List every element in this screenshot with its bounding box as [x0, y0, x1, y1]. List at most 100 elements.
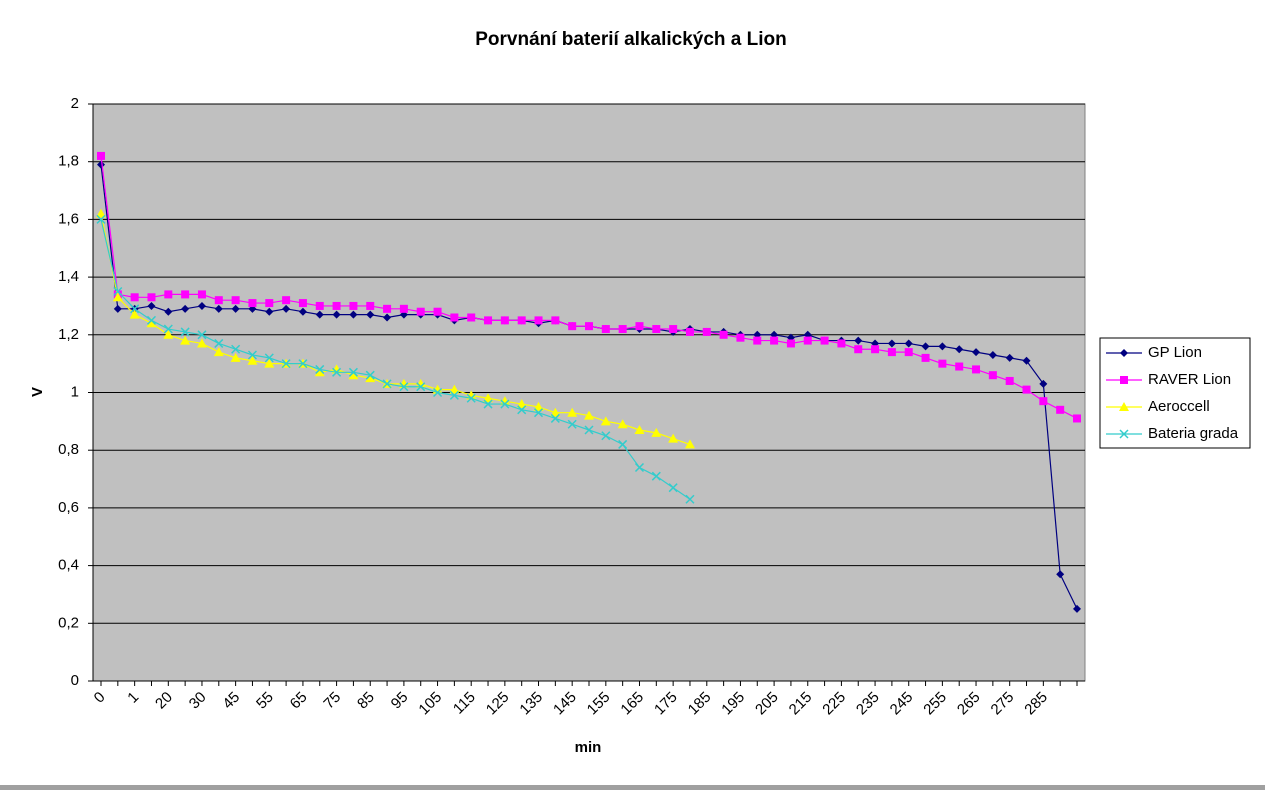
marker: [600, 416, 611, 426]
marker: [651, 427, 662, 437]
marker: [854, 336, 863, 345]
marker: [247, 355, 258, 365]
marker: [231, 344, 241, 354]
marker: [534, 316, 543, 325]
marker: [584, 410, 594, 420]
y-tick-label: 0,6: [58, 499, 79, 516]
marker: [382, 379, 392, 389]
marker: [197, 330, 207, 340]
marker: [197, 290, 206, 299]
y-tick-label: 1,2: [58, 326, 79, 343]
marker: [854, 345, 863, 354]
x-axis-label: min: [575, 739, 602, 756]
marker: [180, 327, 190, 337]
marker: [1005, 376, 1014, 385]
marker: [112, 292, 123, 302]
marker: [230, 352, 241, 362]
marker: [601, 431, 611, 441]
y-tick-label: 1,4: [58, 268, 79, 285]
marker: [214, 338, 224, 348]
marker: [668, 483, 678, 493]
marker: [786, 339, 795, 348]
marker: [383, 304, 392, 313]
marker: [685, 327, 694, 336]
marker: [349, 301, 358, 310]
marker: [499, 396, 510, 406]
marker: [584, 425, 594, 435]
marker: [887, 339, 896, 348]
bottom-bar: [0, 785, 1265, 790]
marker: [96, 208, 106, 218]
legend-label: RAVER Lion: [1148, 371, 1231, 388]
marker: [770, 336, 779, 345]
marker: [298, 359, 308, 369]
marker: [1039, 379, 1048, 388]
marker: [1120, 376, 1128, 384]
marker: [702, 327, 711, 336]
marker: [248, 299, 257, 308]
marker: [669, 325, 678, 334]
y-tick-label: 1: [71, 383, 79, 400]
marker: [399, 382, 409, 392]
marker: [904, 339, 913, 348]
marker: [972, 348, 981, 357]
marker: [1073, 414, 1081, 423]
marker: [332, 310, 341, 319]
marker: [635, 322, 644, 331]
marker: [97, 151, 105, 160]
marker: [416, 382, 426, 392]
marker: [736, 333, 745, 342]
marker: [146, 318, 157, 328]
marker: [113, 304, 122, 313]
marker: [533, 401, 544, 411]
marker: [483, 399, 493, 409]
marker: [332, 301, 341, 310]
marker: [96, 214, 106, 224]
marker: [533, 408, 544, 418]
y-tick-label: 0,2: [58, 614, 79, 631]
marker: [837, 339, 846, 348]
series-line: [100, 219, 691, 500]
marker: [164, 307, 173, 316]
marker: [1039, 397, 1048, 406]
marker: [1119, 402, 1129, 411]
marker: [282, 304, 291, 313]
marker: [516, 399, 527, 409]
marker: [550, 413, 560, 423]
marker: [450, 313, 459, 322]
marker: [213, 347, 224, 357]
marker: [1119, 429, 1129, 439]
marker: [668, 433, 679, 443]
marker: [247, 350, 257, 360]
marker: [331, 364, 342, 374]
marker: [314, 367, 325, 377]
y-tick-label: 2: [71, 95, 79, 112]
marker: [955, 345, 964, 354]
chart-title: Porvnání baterií alkalických a Lion: [475, 29, 787, 50]
marker: [1073, 604, 1081, 613]
marker: [567, 407, 578, 417]
marker: [988, 371, 997, 380]
marker: [685, 494, 695, 504]
marker: [500, 399, 510, 409]
marker: [904, 348, 913, 357]
y-tick-label: 0,8: [58, 441, 79, 458]
marker: [180, 335, 191, 345]
marker: [383, 313, 392, 322]
marker: [803, 336, 812, 345]
marker: [820, 336, 829, 345]
y-tick-label: 1,8: [58, 153, 79, 170]
marker: [567, 419, 577, 429]
marker: [265, 299, 274, 308]
marker: [585, 322, 593, 331]
marker: [214, 304, 223, 313]
marker: [433, 307, 442, 316]
marker: [1120, 349, 1128, 357]
marker: [634, 425, 645, 435]
marker: [231, 304, 240, 313]
marker: [197, 301, 206, 310]
marker: [146, 315, 157, 325]
marker: [129, 309, 140, 319]
marker: [871, 345, 880, 354]
